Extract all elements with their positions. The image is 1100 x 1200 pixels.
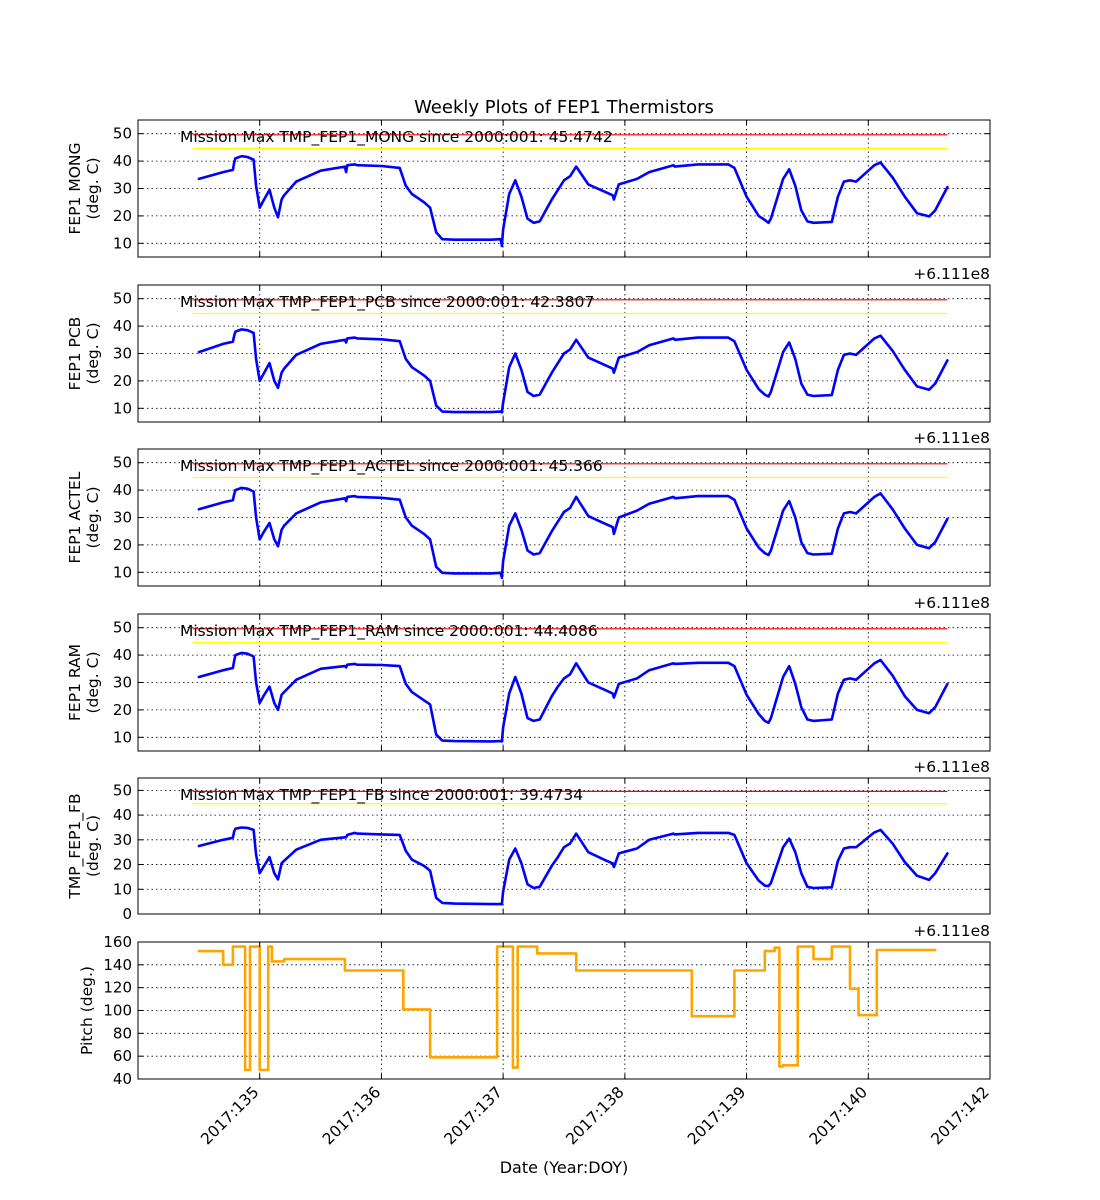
data-series-line <box>197 328 949 414</box>
y-tick-label: 10 <box>113 399 132 417</box>
y-tick-label: 30 <box>113 509 132 527</box>
panel-1: 10 20 30 40 50 Mission Max TMP_FEP1_MONG sinc… <box>66 119 991 258</box>
offset-label: +6.111e8 <box>913 429 990 447</box>
y-axis-label: (deg. C) <box>84 815 102 877</box>
y-tick-label: 30 <box>113 674 132 692</box>
y-tick-label: 10 <box>113 728 132 746</box>
y-tick-label: 30 <box>113 831 132 849</box>
y-axis-label: TMP_FEP1_FB <box>66 793 85 899</box>
y-tick-label: 20 <box>113 207 132 225</box>
figure-title: Weekly Plots of FEP1 Thermistors <box>414 97 714 118</box>
y-tick-label: 30 <box>113 180 132 198</box>
data-series-line <box>197 486 949 580</box>
y-tick-label: 60 <box>113 1047 132 1065</box>
y-axis-label: FEP1 RAM <box>66 644 84 721</box>
y-tick-label: 20 <box>113 856 132 874</box>
y-tick-label: 50 <box>113 454 132 472</box>
y-tick-label: 20 <box>113 536 132 554</box>
y-axis-label: FEP1 PCB <box>66 317 84 391</box>
data-series-line <box>197 945 937 1072</box>
y-tick-label: 10 <box>113 880 132 898</box>
y-tick-label: 40 <box>113 806 132 824</box>
y-tick-label: 140 <box>103 956 132 974</box>
y-tick-label: 20 <box>113 701 132 719</box>
max-annotation: Mission Max TMP_FEP1_MONG since 2000:001… <box>180 128 613 147</box>
panel-5: 0 10 20 30 40 50 Mission Max TMP_FEP1_FB since… <box>66 758 991 923</box>
plot-frame <box>137 777 991 915</box>
y-tick-label: 10 <box>113 563 132 581</box>
y-tick-label: 30 <box>113 345 132 363</box>
panel-2: 10 20 30 40 50 Mission Max TMP_FEP1_PCB since… <box>66 265 991 423</box>
y-axis-label: FEP1 MONG <box>66 142 84 234</box>
y-axis-label: FEP1 ACTEL <box>66 471 84 563</box>
max-annotation: Mission Max TMP_FEP1_PCB since 2000:001:… <box>180 293 594 312</box>
y-axis-label: (deg. C) <box>84 652 102 714</box>
y-tick-label: 10 <box>113 234 132 252</box>
y-tick-label: 160 <box>103 933 132 951</box>
offset-label: +6.111e8 <box>913 265 990 283</box>
y-axis-label: (deg. C) <box>84 487 102 549</box>
data-series-line <box>197 826 949 906</box>
y-tick-label: 50 <box>113 125 132 143</box>
offset-label: +6.111e8 <box>913 922 990 940</box>
y-tick-label: 80 <box>113 1024 132 1042</box>
y-tick-label: 100 <box>103 1002 132 1020</box>
y-tick-label: 50 <box>113 290 132 308</box>
y-tick-label: 120 <box>103 979 132 997</box>
y-tick-label: 20 <box>113 372 132 390</box>
panel-6: 40 60 80 100 120 140 160 Pitch (deg.) +6.111e8 <box>78 922 991 1088</box>
max-annotation: Mission Max TMP_FEP1_FB since 2000:001: … <box>180 786 583 805</box>
y-axis-label: (deg. C) <box>84 323 102 385</box>
panel-3: 10 20 30 40 50 Mission Max TMP_FEP1_ACTEL sin… <box>66 429 991 587</box>
data-series-line <box>197 154 949 248</box>
y-tick-label: 40 <box>113 646 132 664</box>
x-axis-label: Date (Year:DOY) <box>500 1158 629 1177</box>
y-tick-label: 50 <box>113 619 132 637</box>
y-tick-label: 40 <box>113 317 132 335</box>
data-series-line <box>197 651 949 743</box>
y-axis-label: (deg. C) <box>84 158 102 220</box>
offset-label: +6.111e8 <box>913 758 990 776</box>
max-annotation: Mission Max TMP_FEP1_RAM since 2000:001:… <box>180 622 598 641</box>
offset-label: +6.111e8 <box>913 594 990 612</box>
y-tick-label: 40 <box>113 481 132 499</box>
panel-4: 10 20 30 40 50 Mission Max TMP_FEP1_RAM since… <box>66 594 991 752</box>
max-annotation: Mission Max TMP_FEP1_ACTEL since 2000:00… <box>180 457 603 476</box>
y-axis-label: Pitch (deg.) <box>78 966 96 1055</box>
y-tick-label: 40 <box>113 152 132 170</box>
y-tick-label: 50 <box>113 781 132 799</box>
y-tick-label: 40 <box>113 1070 132 1088</box>
y-tick-label: 0 <box>122 905 132 923</box>
